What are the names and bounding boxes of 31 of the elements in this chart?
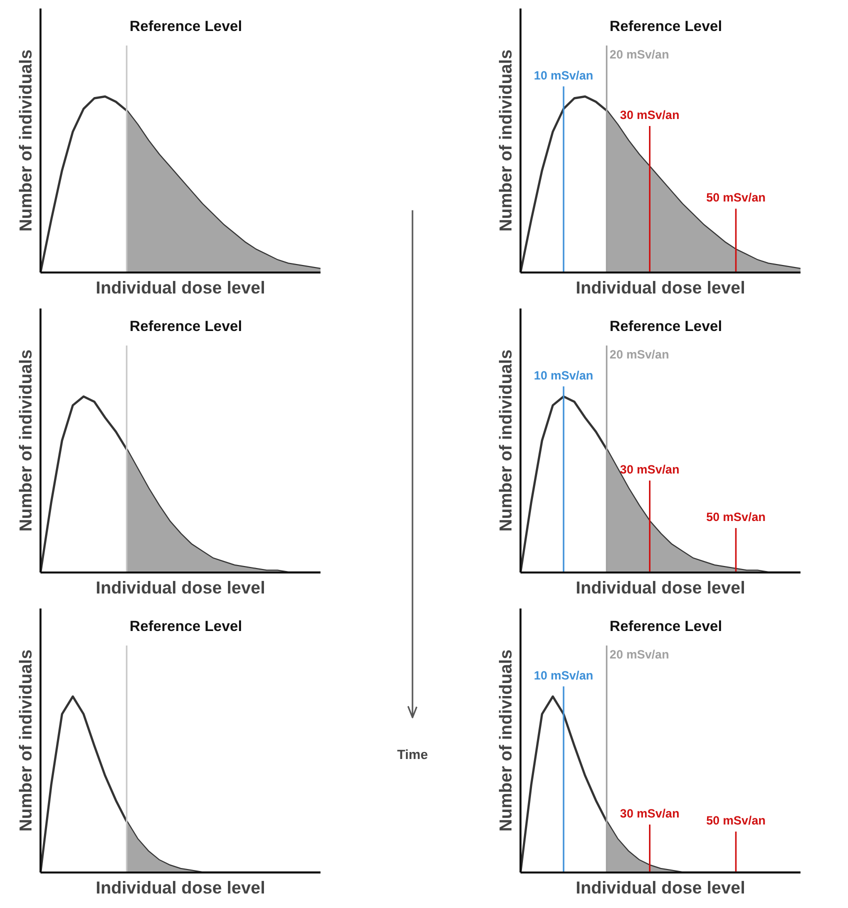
y-axis-title: Number of individuals	[496, 650, 516, 832]
x-axis-title: Individual dose level	[96, 278, 266, 298]
annotation: 30 mSv/an	[620, 108, 680, 122]
annotation: 30 mSv/an	[620, 806, 680, 821]
annotation: 30 mSv/an	[620, 462, 680, 477]
annotation: 50 mSv/an	[706, 510, 766, 524]
text: 10 mSv/an	[534, 68, 594, 82]
text: Reference Level	[130, 18, 242, 35]
text: 20 mSv/an	[610, 347, 670, 362]
y-axis-title: Number of individuals	[16, 50, 36, 232]
y-axis-title: Number of individuals	[496, 350, 516, 532]
text: 10 mSv/an	[534, 368, 594, 382]
text: 20 mSv/an	[610, 47, 670, 62]
y-axis-title: Number of individuals	[496, 50, 516, 232]
y-axis-title: Number of individuals	[16, 350, 36, 532]
x-axis-title: Individual dose level	[96, 878, 266, 898]
text: Reference Level	[130, 318, 242, 335]
text: Reference Level	[610, 618, 722, 635]
text: Reference Level	[610, 318, 722, 335]
text: 20 mSv/an	[610, 647, 670, 662]
x-axis-title: Individual dose level	[96, 578, 266, 598]
text: 10 mSv/an	[534, 668, 594, 682]
x-axis-title: Individual dose level	[576, 578, 746, 598]
annotation: 50 mSv/an	[706, 814, 766, 828]
x-axis-title: Individual dose level	[576, 878, 746, 898]
annotation: 50 mSv/an	[706, 190, 766, 205]
y-axis-title: Number of individuals	[16, 650, 36, 832]
text: Time	[397, 747, 428, 762]
text: Reference Level	[130, 618, 242, 635]
x-axis-title: Individual dose level	[576, 278, 746, 298]
text: Reference Level	[610, 18, 722, 35]
